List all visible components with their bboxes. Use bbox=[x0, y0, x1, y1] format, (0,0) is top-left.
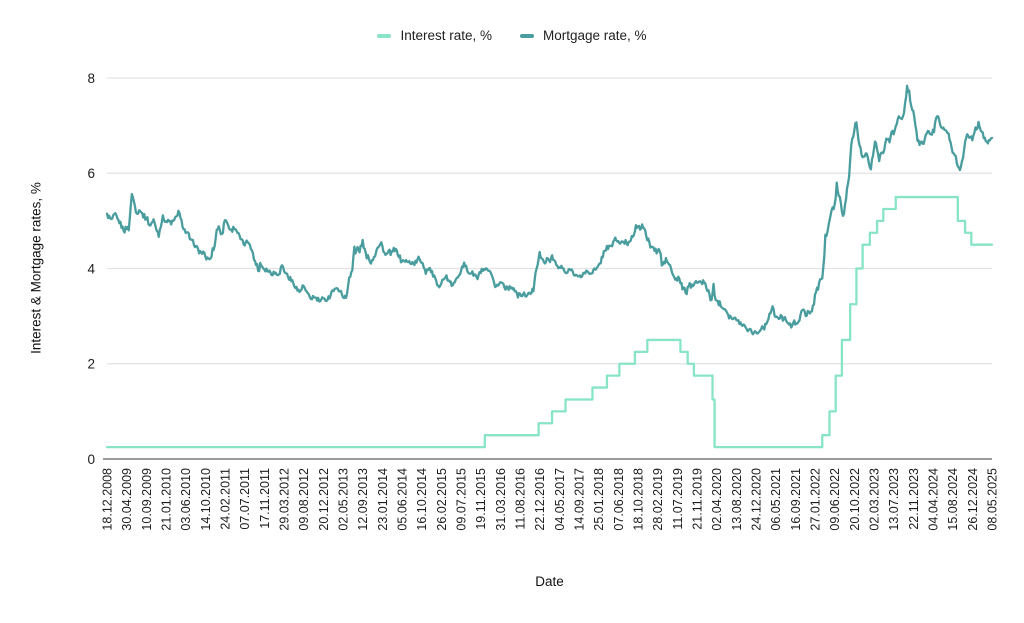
x-tick-label: 11.07.2019 bbox=[671, 468, 685, 530]
x-tick-label: 09.06.2022 bbox=[828, 468, 842, 531]
x-tick-label: 31.03.2016 bbox=[494, 468, 508, 531]
legend-label: Mortgage rate, % bbox=[542, 28, 647, 43]
x-tick-label: 04.04.2024 bbox=[927, 468, 941, 531]
x-tick-label: 02.05.2013 bbox=[337, 468, 351, 531]
x-tick-label: 18.12.2008 bbox=[101, 468, 115, 531]
x-tick-label: 25.01.2018 bbox=[592, 468, 606, 531]
x-tick-label: 09.07.2015 bbox=[455, 468, 469, 531]
x-tick-label: 26.02.2015 bbox=[435, 468, 449, 531]
x-tick-label: 09.08.2012 bbox=[297, 468, 311, 531]
x-tick-label: 18.10.2018 bbox=[632, 468, 646, 531]
x-tick-label: 24.02.2011 bbox=[219, 468, 233, 530]
x-tick-label: 06.05.2021 bbox=[769, 468, 783, 531]
x-tick-label: 07.07.2011 bbox=[238, 468, 252, 530]
y-tick-label: 4 bbox=[87, 261, 95, 276]
x-tick-label: 10.09.2009 bbox=[140, 468, 154, 531]
x-tick-label: 17.11.2011 bbox=[258, 468, 272, 529]
legend-item-interest-rate[interactable]: Interest rate, % bbox=[377, 28, 492, 43]
x-tick-label: 15.08.2024 bbox=[946, 468, 960, 531]
x-tick-label: 14.09.2017 bbox=[573, 468, 587, 531]
x-tick-label: 30.04.2009 bbox=[120, 468, 134, 531]
x-tick-label: 29.03.2012 bbox=[278, 468, 292, 531]
y-tick-label: 2 bbox=[87, 357, 95, 372]
y-axis-title: Interest & Mortgage rates, % bbox=[28, 182, 44, 354]
series-line-mortgage-rate bbox=[105, 84, 994, 336]
series-line-interest-rate bbox=[105, 195, 994, 449]
x-tick-label: 13.07.2023 bbox=[887, 468, 901, 531]
x-tick-label: 19.11.2015 bbox=[474, 468, 488, 530]
x-tick-label: 03.06.2010 bbox=[179, 468, 193, 531]
mortgage-rate-swatch-icon bbox=[519, 33, 534, 38]
x-tick-label: 14.10.2010 bbox=[199, 468, 213, 531]
x-tick-label: 24.12.2020 bbox=[750, 468, 764, 531]
legend-item-mortgage-rate[interactable]: Mortgage rate, % bbox=[519, 28, 647, 43]
x-axis-title: Date bbox=[535, 574, 564, 589]
x-tick-label: 20.10.2022 bbox=[848, 468, 862, 531]
x-tick-label: 02.04.2020 bbox=[710, 468, 724, 531]
x-tick-label: 23.01.2014 bbox=[376, 468, 390, 531]
y-tick-label: 6 bbox=[87, 166, 95, 181]
x-tick-label: 05.06.2014 bbox=[396, 468, 410, 531]
x-tick-label: 12.09.2013 bbox=[356, 468, 370, 531]
x-tick-label: 08.05.2025 bbox=[986, 468, 1000, 531]
x-tick-label: 13.08.2020 bbox=[730, 468, 744, 531]
x-tick-label: 22.11.2023 bbox=[907, 468, 921, 530]
x-tick-label: 20.12.2012 bbox=[317, 468, 331, 531]
x-tick-label: 27.01.2022 bbox=[809, 468, 823, 531]
legend-label: Interest rate, % bbox=[400, 28, 492, 43]
x-tick-label: 22.12.2016 bbox=[533, 468, 547, 531]
x-tick-label: 11.08.2016 bbox=[514, 468, 528, 530]
chart-legend: Interest rate, % Mortgage rate, % bbox=[0, 28, 1024, 43]
x-tick-label: 07.06.2018 bbox=[612, 468, 626, 531]
interest-rate-swatch-icon bbox=[377, 33, 392, 38]
x-tick-label: 04.05.2017 bbox=[553, 468, 567, 531]
x-tick-label: 28.02.2019 bbox=[651, 468, 665, 531]
y-tick-label: 0 bbox=[87, 452, 95, 467]
x-tick-label: 21.11.2019 bbox=[691, 468, 705, 530]
x-tick-label: 16.09.2021 bbox=[789, 468, 803, 531]
y-tick-label: 8 bbox=[87, 71, 95, 86]
x-tick-label: 21.01.2010 bbox=[160, 468, 174, 531]
x-tick-label: 16.10.2014 bbox=[415, 468, 429, 531]
x-tick-label: 02.03.2023 bbox=[868, 468, 882, 531]
x-tick-label: 26.12.2024 bbox=[966, 468, 980, 531]
